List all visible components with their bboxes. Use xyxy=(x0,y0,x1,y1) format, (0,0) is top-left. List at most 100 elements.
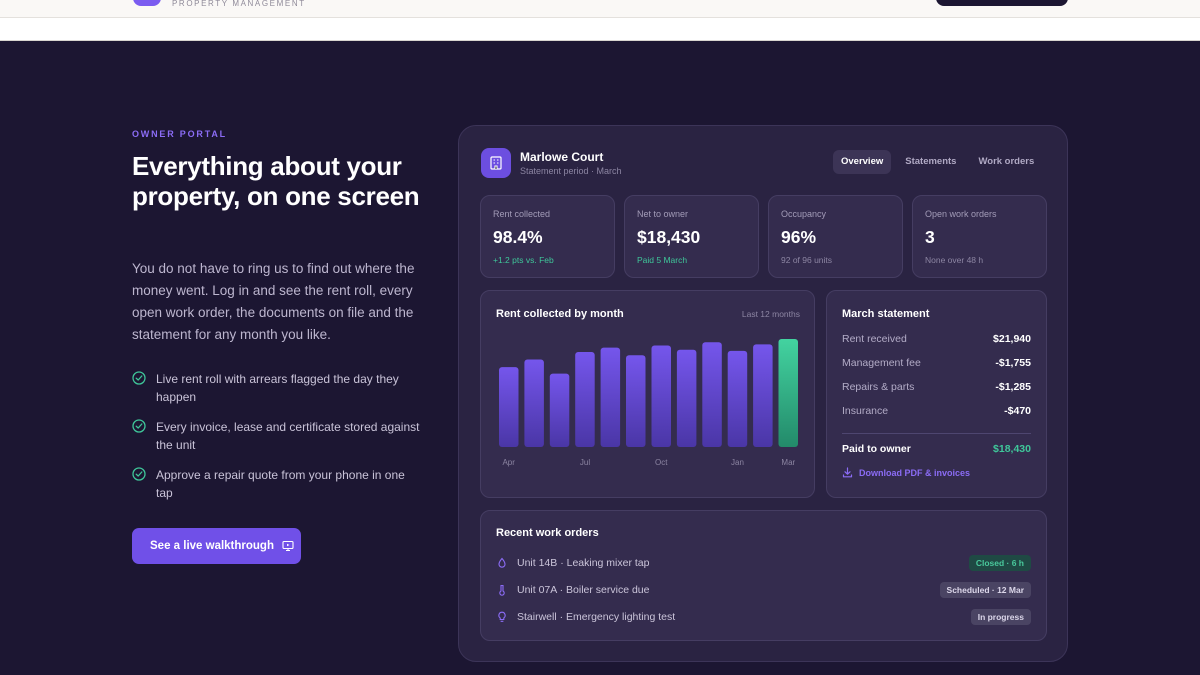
nav-spacer xyxy=(0,18,1200,41)
work-order-row[interactable]: Unit 14B · Leaking mixer tap Closed · 6 … xyxy=(496,549,1031,576)
check-circle-icon xyxy=(132,467,146,481)
tap-icon xyxy=(498,557,506,568)
dashboard-tabs: Overview Statements Work orders xyxy=(833,150,1048,174)
hero-headline: Everything about your property, on one s… xyxy=(132,151,420,211)
statement-row-label: Rent received xyxy=(842,333,907,345)
bulb-icon xyxy=(498,611,506,622)
tab-work-orders[interactable]: Work orders xyxy=(978,156,1035,167)
work-order-text: Unit 07A · Boiler service due xyxy=(517,583,650,596)
statement-row-value: -$1,285 xyxy=(995,381,1031,393)
statement-row-value: $21,940 xyxy=(993,333,1031,345)
kpi-card-occupancy[interactable]: Occupancy 96% 92 of 96 units xyxy=(768,195,903,278)
building-icon xyxy=(481,148,511,178)
x-tick-label: Jan xyxy=(731,458,744,467)
download-pdf-link[interactable]: Download PDF & invoices xyxy=(842,467,1031,478)
feature-text: Every invoice, lease and certificate sto… xyxy=(156,420,420,452)
chart-bar-mar[interactable] xyxy=(778,339,799,447)
property-name: Marlowe Court xyxy=(520,150,604,164)
chart-bar-may[interactable] xyxy=(524,359,544,448)
kpi-label: Occupancy xyxy=(781,209,827,219)
chart-bar-jan[interactable] xyxy=(727,350,748,447)
eyebrow-label: OWNER PORTAL xyxy=(132,129,227,139)
kpi-label: Open work orders xyxy=(925,209,997,219)
statement-row-label: Management fee xyxy=(842,357,921,369)
logo-icon[interactable] xyxy=(133,0,161,6)
work-order-text: Stairwell · Emergency lighting test xyxy=(517,610,676,623)
statement-panel: March statement Rent received $21,940 Ma… xyxy=(826,290,1047,498)
status-badge: Scheduled · 12 Mar xyxy=(939,581,1031,598)
statement-total-value: $18,430 xyxy=(993,443,1031,455)
kpi-value: $18,430 xyxy=(637,227,701,247)
chart-bar-sep[interactable] xyxy=(626,355,646,447)
x-tick-label: Jul xyxy=(580,458,590,467)
kpi-card-open-work-orders[interactable]: Open work orders 3 None over 48 h xyxy=(912,195,1047,278)
kpi-note: None over 48 h xyxy=(925,255,984,265)
statement-row: Insurance -$470 xyxy=(842,405,1031,429)
rent-chart-panel: Rent collected by month Last 12 months A… xyxy=(480,290,815,498)
statement-period: Statement period · March xyxy=(520,166,622,176)
chart-bar-feb[interactable] xyxy=(753,344,773,447)
download-icon xyxy=(842,467,853,478)
feature-text: Live rent roll with arrears flagged the … xyxy=(156,372,399,404)
monitor-icon xyxy=(282,540,294,552)
thermometer-icon xyxy=(499,584,505,596)
top-nav-bar: PROPERTY MANAGEMENT xyxy=(0,0,1200,18)
chart-title: Rent collected by month xyxy=(496,308,624,320)
statement-title: March statement xyxy=(842,308,930,320)
work-order-text: Unit 14B · Leaking mixer tap xyxy=(517,556,650,569)
statement-total: Paid to owner $18,430 xyxy=(842,443,1031,455)
chart-range-label[interactable]: Last 12 months xyxy=(741,309,800,319)
work-orders-title: Recent work orders xyxy=(496,527,599,539)
feature-item: Live rent roll with arrears flagged the … xyxy=(132,370,422,406)
statement-row: Management fee -$1,755 xyxy=(842,357,1031,381)
chart-bar-jun[interactable] xyxy=(549,373,570,447)
kpi-card-rent-collected[interactable]: Rent collected 98.4% +1.2 pts vs. Feb xyxy=(480,195,615,278)
tab-statements[interactable]: Statements xyxy=(905,156,957,167)
tab-overview[interactable]: Overview xyxy=(833,150,892,174)
x-tick-label: Apr xyxy=(502,458,515,467)
x-tick-label: Mar xyxy=(781,458,795,467)
x-tick-label: Oct xyxy=(655,458,668,467)
walkthrough-button-label: See a live walkthrough xyxy=(150,540,274,552)
work-orders-panel: Recent work orders Unit 14B · Leaking mi… xyxy=(480,510,1047,641)
hero-lede: You do not have to ring us to find out w… xyxy=(132,261,415,342)
walkthrough-button[interactable]: See a live walkthrough xyxy=(132,528,301,564)
chart-bar-nov[interactable] xyxy=(676,349,697,447)
kpi-value: 96% xyxy=(781,227,817,247)
statement-divider xyxy=(842,433,1031,434)
check-circle-icon xyxy=(132,419,146,433)
nav-cta-button[interactable] xyxy=(936,0,1068,6)
kpi-value: 98.4% xyxy=(493,227,543,247)
chart-bar-jul[interactable] xyxy=(575,352,595,447)
statement-row-label: Repairs & parts xyxy=(842,381,915,393)
statement-row-value: -$470 xyxy=(1004,405,1031,417)
kpi-note: +1.2 pts vs. Feb xyxy=(493,255,554,265)
statement-total-label: Paid to owner xyxy=(842,443,911,455)
kpi-label: Net to owner xyxy=(637,209,689,219)
feature-text: Approve a repair quote from your phone i… xyxy=(156,468,405,500)
rent-bar-chart: Apr Jul Oct Jan Mar xyxy=(499,339,799,467)
status-badge: Closed · 6 h xyxy=(968,554,1031,571)
download-pdf-label: Download PDF & invoices xyxy=(859,467,971,478)
kpi-label: Rent collected xyxy=(493,209,551,219)
chart-bar-oct[interactable] xyxy=(651,345,672,448)
kpi-note: Paid 5 March xyxy=(637,255,688,265)
kpi-row: Rent collected 98.4% +1.2 pts vs. Feb Ne… xyxy=(480,195,1047,278)
work-order-row[interactable]: Stairwell · Emergency lighting test In p… xyxy=(496,603,1031,630)
chart-bar-aug[interactable] xyxy=(600,347,621,447)
chart-bar-dec[interactable] xyxy=(702,342,722,447)
check-circle-icon xyxy=(132,371,146,385)
chart-bar-apr[interactable] xyxy=(499,367,519,447)
statement-row: Rent received $21,940 xyxy=(842,333,1031,357)
feature-item: Every invoice, lease and certificate sto… xyxy=(132,418,422,454)
brand-subtitle: PROPERTY MANAGEMENT xyxy=(172,0,306,8)
feature-list: Live rent roll with arrears flagged the … xyxy=(132,370,422,514)
status-badge: In progress xyxy=(970,608,1031,625)
work-order-row[interactable]: Unit 07A · Boiler service due Scheduled … xyxy=(496,576,1031,603)
kpi-value: 3 xyxy=(925,227,935,247)
statement-row: Repairs & parts -$1,285 xyxy=(842,381,1031,405)
dashboard-preview: Marlowe Court Statement period · March O… xyxy=(458,125,1068,662)
kpi-note: 92 of 96 units xyxy=(781,255,833,265)
kpi-card-net-to-owner[interactable]: Net to owner $18,430 Paid 5 March xyxy=(624,195,759,278)
statement-row-label: Insurance xyxy=(842,405,889,417)
